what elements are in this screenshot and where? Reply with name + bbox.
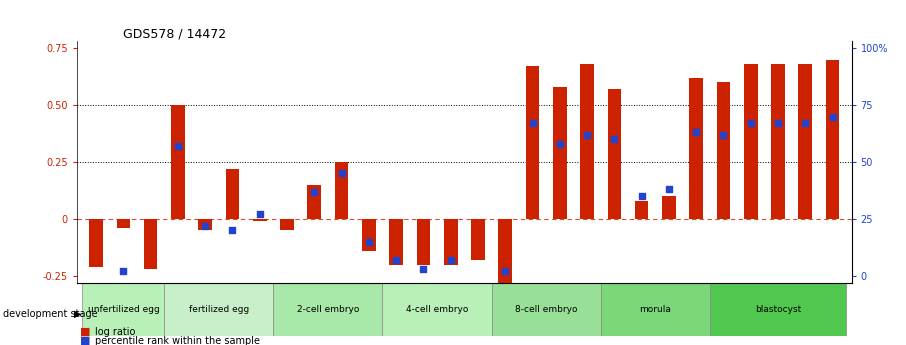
Bar: [717, 82, 730, 219]
Point: [689, 130, 703, 135]
Point: [771, 121, 786, 126]
Text: 4-cell embryo: 4-cell embryo: [406, 305, 468, 314]
Bar: [601, 283, 709, 336]
Text: 2-cell embryo: 2-cell embryo: [297, 305, 359, 314]
Text: percentile rank within the sample: percentile rank within the sample: [95, 336, 260, 345]
Text: GDS578 / 14472: GDS578 / 14472: [123, 27, 226, 40]
Point: [717, 132, 731, 138]
Bar: [689, 78, 703, 219]
Point: [170, 144, 185, 149]
Point: [553, 141, 567, 147]
Bar: [498, 219, 512, 283]
Bar: [635, 201, 649, 219]
Point: [116, 269, 130, 274]
Bar: [334, 162, 349, 219]
Bar: [198, 219, 212, 230]
Bar: [771, 64, 785, 219]
Point: [307, 189, 322, 195]
Bar: [253, 219, 266, 221]
Bar: [274, 283, 382, 336]
Text: unfertilized egg: unfertilized egg: [88, 305, 159, 314]
Bar: [525, 67, 539, 219]
Point: [443, 257, 458, 263]
Bar: [798, 64, 812, 219]
Point: [198, 223, 212, 229]
Bar: [226, 169, 239, 219]
Point: [580, 132, 594, 138]
Bar: [709, 283, 846, 336]
Text: log ratio: log ratio: [95, 327, 136, 337]
Bar: [82, 283, 164, 336]
Bar: [164, 283, 274, 336]
Text: fertilized egg: fertilized egg: [188, 305, 249, 314]
Bar: [117, 219, 130, 228]
Point: [744, 121, 758, 126]
Point: [361, 239, 376, 245]
Bar: [662, 196, 676, 219]
Text: morula: morula: [640, 305, 671, 314]
Text: blastocyst: blastocyst: [755, 305, 801, 314]
Point: [253, 212, 267, 217]
Bar: [580, 64, 594, 219]
Point: [825, 114, 840, 119]
Text: ▶: ▶: [74, 309, 82, 319]
Bar: [90, 219, 103, 267]
Bar: [362, 219, 376, 251]
Text: development stage: development stage: [3, 309, 97, 319]
Point: [416, 266, 430, 272]
Bar: [492, 283, 601, 336]
Point: [634, 194, 649, 199]
Bar: [471, 219, 485, 260]
Bar: [444, 219, 458, 265]
Bar: [307, 185, 321, 219]
Bar: [608, 89, 622, 219]
Bar: [171, 105, 185, 219]
Point: [798, 121, 813, 126]
Text: ■: ■: [80, 327, 91, 337]
Point: [334, 171, 349, 176]
Text: ■: ■: [80, 336, 91, 345]
Point: [525, 121, 540, 126]
Bar: [382, 283, 492, 336]
Bar: [825, 60, 839, 219]
Point: [498, 269, 513, 274]
Bar: [744, 64, 757, 219]
Bar: [553, 87, 566, 219]
Point: [389, 257, 403, 263]
Bar: [390, 219, 403, 265]
Point: [607, 137, 622, 142]
Text: 8-cell embryo: 8-cell embryo: [515, 305, 577, 314]
Point: [226, 228, 240, 233]
Bar: [280, 219, 294, 230]
Point: [661, 187, 676, 192]
Bar: [144, 219, 158, 269]
Bar: [417, 219, 430, 265]
